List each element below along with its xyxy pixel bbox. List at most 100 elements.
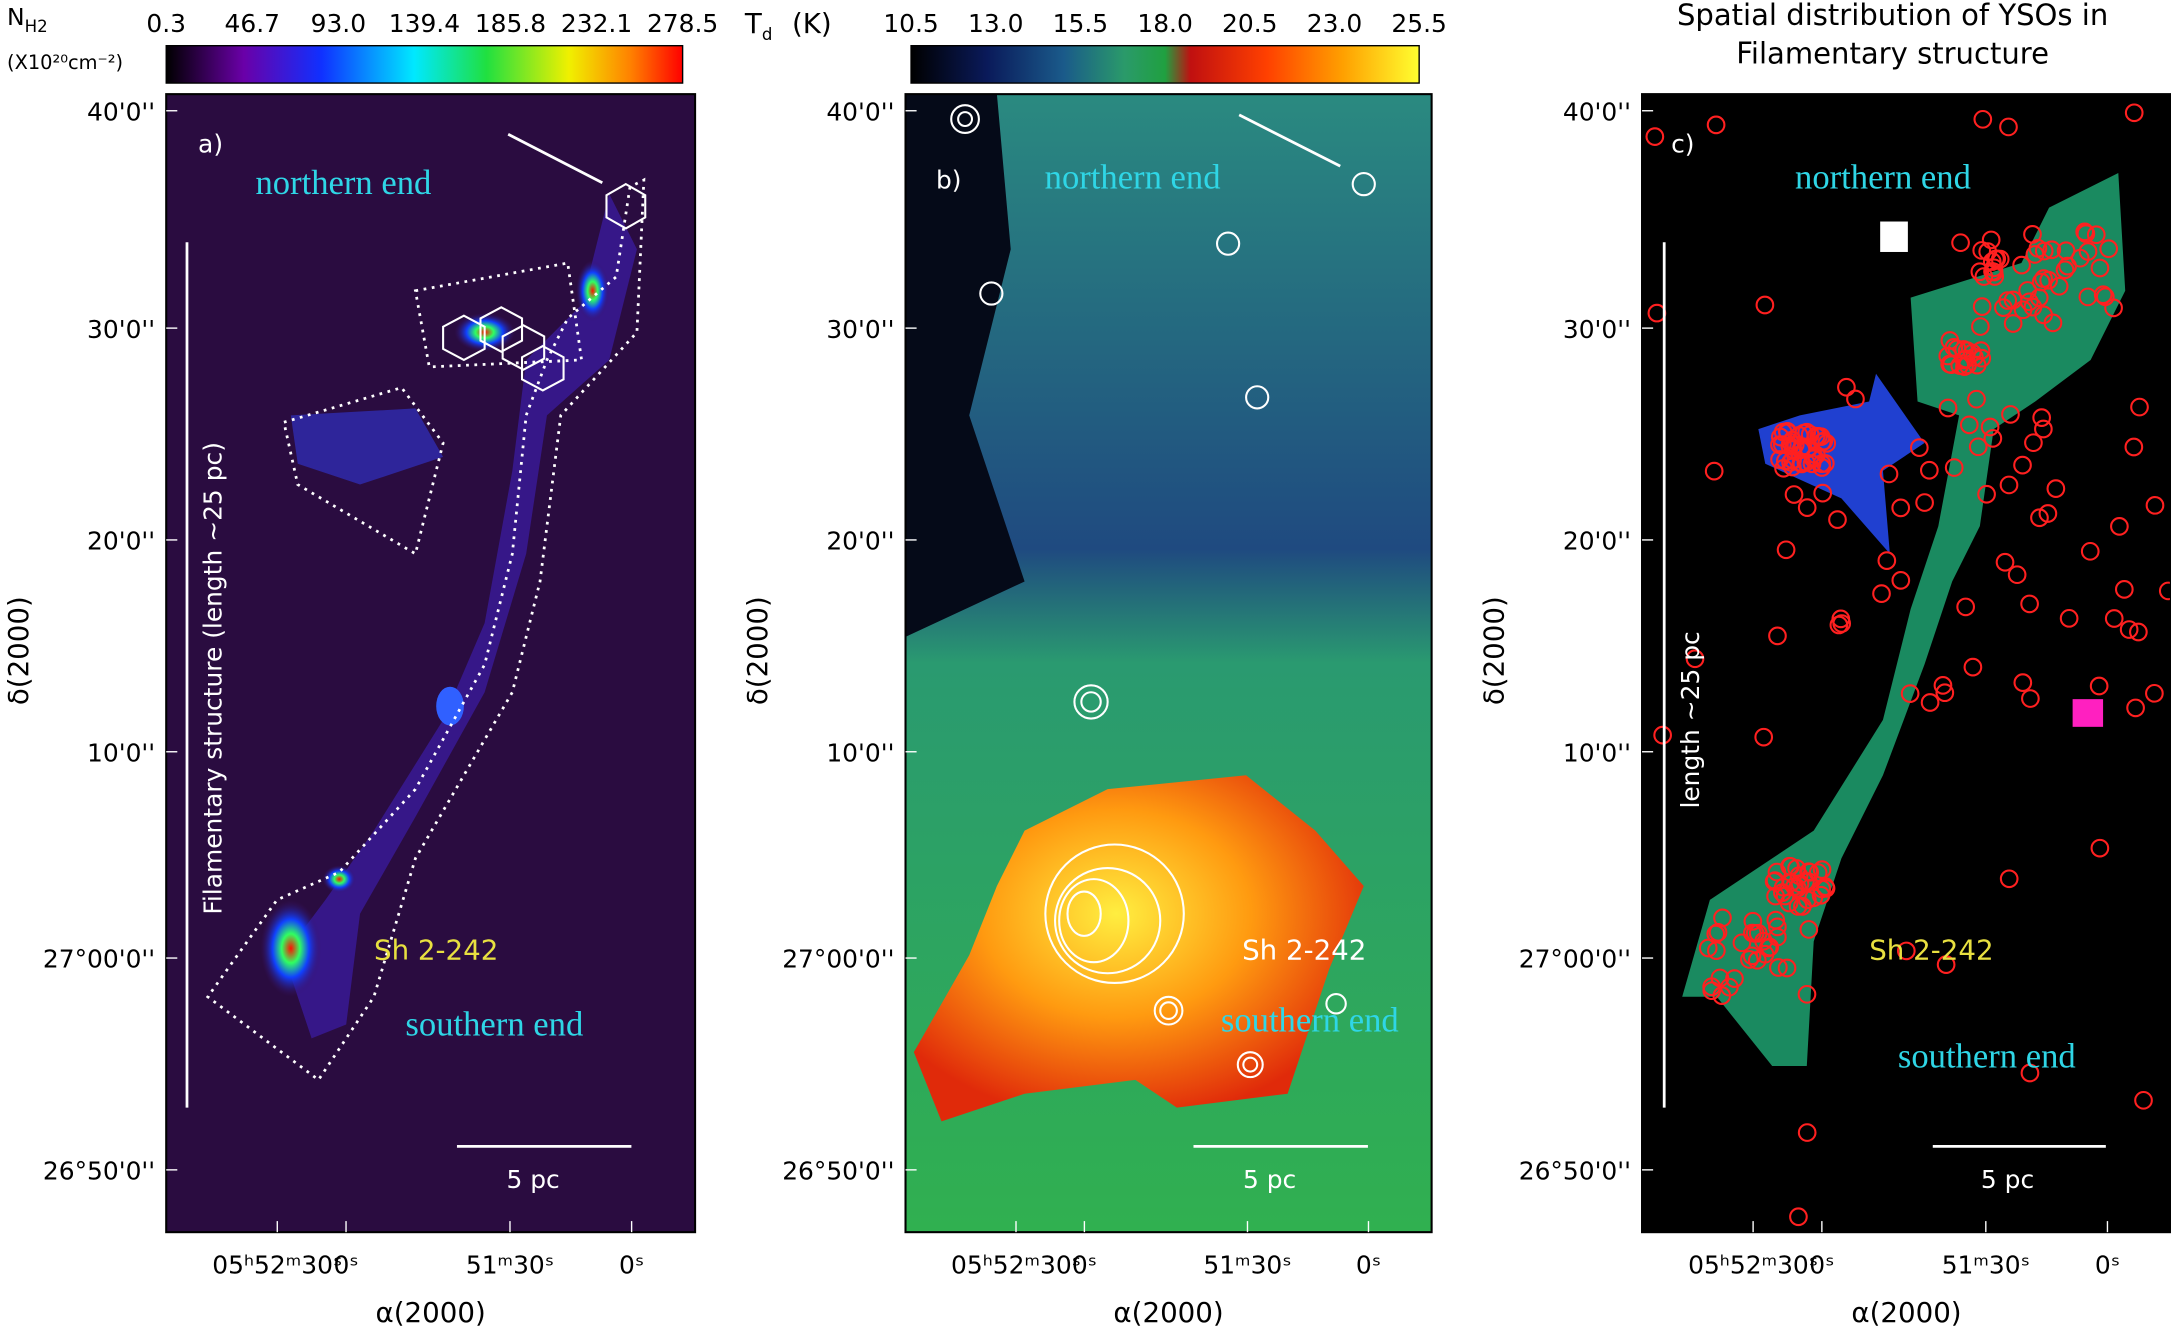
x-tick-label: 05ʰ52ᵐ30ˢ bbox=[212, 1251, 342, 1280]
yso-marker bbox=[2114, 580, 2134, 599]
yso-marker bbox=[1900, 684, 1920, 703]
panel-a-image bbox=[166, 94, 696, 1233]
northern-end: northern end bbox=[1795, 158, 1971, 196]
yso-marker bbox=[2013, 673, 2033, 692]
yso-marker bbox=[1812, 879, 1832, 899]
panel-b-image bbox=[1325, 993, 1347, 1015]
x-axis-label: α(2000) bbox=[376, 1296, 486, 1329]
yso-marker bbox=[1769, 958, 1788, 977]
y-tick-label: 40'0'' bbox=[87, 97, 155, 126]
yso-marker bbox=[1915, 493, 1934, 512]
y-tick-label: 20'0'' bbox=[87, 527, 155, 556]
yso-marker bbox=[1708, 922, 1728, 942]
panel-b-image bbox=[1073, 684, 1109, 720]
yso-marker bbox=[1776, 540, 1796, 560]
yso-marker bbox=[1755, 295, 1775, 315]
yso-marker bbox=[1999, 475, 2019, 495]
colorbar-tick-label: 25.5 bbox=[1391, 9, 1446, 38]
scale-label: 5 pc bbox=[1243, 1165, 1296, 1194]
yso-marker bbox=[1704, 461, 1724, 481]
yso-marker bbox=[2023, 225, 2042, 244]
yso-marker bbox=[1956, 349, 1976, 369]
yso-marker bbox=[1743, 911, 1763, 931]
colorbar-quantity: Td bbox=[744, 7, 772, 44]
yso-marker bbox=[1706, 941, 1726, 960]
panel-a-image bbox=[283, 193, 637, 1039]
yso-marker bbox=[1768, 626, 1787, 646]
colorbar-tick-label: 13.0 bbox=[968, 9, 1023, 38]
yso-marker bbox=[2059, 608, 2079, 628]
yso-marker bbox=[1797, 1123, 1817, 1142]
panel-a-image bbox=[520, 344, 565, 392]
length-label: length ~25 pc bbox=[1676, 631, 1705, 808]
yso-marker bbox=[1789, 425, 1809, 445]
colorbar-tick-label: 23.0 bbox=[1307, 9, 1362, 38]
yso-marker bbox=[1968, 437, 1988, 457]
yso-marker bbox=[1973, 109, 1993, 129]
yso-marker bbox=[2130, 397, 2149, 417]
panel-title: Spatial distribution of YSOs in bbox=[1677, 0, 2108, 32]
x-tick-label: 0ˢ bbox=[2095, 1251, 2120, 1280]
colorbar-tick-label: 15.5 bbox=[1053, 9, 1108, 38]
yso-marker bbox=[2090, 258, 2110, 278]
yso-marker bbox=[1831, 609, 1851, 629]
yso-marker bbox=[2086, 225, 2106, 245]
yso-marker bbox=[1879, 464, 1899, 484]
yso-marker bbox=[2023, 297, 2043, 317]
x-tick-label: 0ˢ bbox=[619, 1251, 644, 1280]
y-tick-label: 26°50'0'' bbox=[43, 1157, 155, 1186]
scale-label: 5 pc bbox=[1981, 1165, 2034, 1194]
yso-marker bbox=[2099, 239, 2119, 259]
panel-a-image bbox=[605, 182, 647, 230]
panel-a-image bbox=[442, 314, 486, 362]
region-label: Sh 2-242 bbox=[374, 933, 498, 966]
yso-marker bbox=[2007, 565, 2027, 585]
yso-marker bbox=[1766, 886, 1785, 906]
colorbar-quantity-subscript: d bbox=[762, 25, 773, 44]
yso-marker bbox=[1760, 937, 1780, 957]
yso-marker bbox=[2021, 689, 2040, 708]
y-tick-label: 26°50'0'' bbox=[1519, 1157, 1631, 1186]
colorbar-tick-label: 0.3 bbox=[146, 9, 186, 38]
yso-marker bbox=[1812, 454, 1832, 473]
y-tick-label: 26°50'0'' bbox=[782, 1157, 894, 1186]
yso-marker bbox=[1788, 878, 1807, 898]
yso-marker bbox=[1732, 933, 1752, 953]
yso-marker bbox=[2034, 419, 2053, 439]
yso-marker bbox=[2110, 517, 2129, 536]
yso-marker bbox=[1938, 398, 1958, 418]
colorbar-b bbox=[910, 44, 1420, 84]
yso-marker bbox=[2056, 241, 2076, 261]
panel-b-image bbox=[1153, 995, 1184, 1026]
panel-label: a) bbox=[198, 129, 223, 158]
panel-b-image bbox=[1066, 890, 1102, 937]
yso-marker bbox=[1789, 1207, 1808, 1227]
yso-marker bbox=[1740, 950, 1759, 969]
region-label: Sh 2-242 bbox=[1242, 933, 1366, 966]
panel-b-image bbox=[957, 111, 974, 128]
yso-marker bbox=[1933, 676, 1953, 695]
x-tick-label: 0ˢ bbox=[1356, 1251, 1381, 1280]
yso-marker bbox=[1797, 984, 1817, 1004]
yso-marker bbox=[1653, 725, 1672, 745]
yso-marker bbox=[2126, 698, 2145, 718]
y-tick-label: 30'0'' bbox=[87, 315, 155, 344]
colorbar-tick-label: 20.5 bbox=[1222, 9, 1277, 38]
yso-marker bbox=[1828, 510, 1847, 529]
x-tick-label: 51ᵐ30ˢ bbox=[1203, 1251, 1291, 1280]
x-tick-label: 51ᵐ30ˢ bbox=[466, 1251, 554, 1280]
yso-marker bbox=[1935, 683, 1955, 703]
panel-frame bbox=[165, 93, 697, 1234]
y-axis-label: δ(2000) bbox=[741, 596, 774, 705]
yso-marker bbox=[1702, 981, 1722, 1001]
yso-marker bbox=[1967, 389, 1986, 409]
panel-a-image bbox=[507, 133, 603, 184]
yso-marker bbox=[1938, 346, 1958, 366]
yso-marker bbox=[2145, 683, 2164, 703]
x-tick-label: 0ˢ bbox=[1809, 1251, 1834, 1280]
yso-marker bbox=[1784, 485, 1804, 504]
panel-b-image bbox=[950, 104, 980, 134]
region-label: Sh 2-242 bbox=[1869, 933, 1993, 966]
colorbar-tick-label: 185.8 bbox=[475, 9, 546, 38]
